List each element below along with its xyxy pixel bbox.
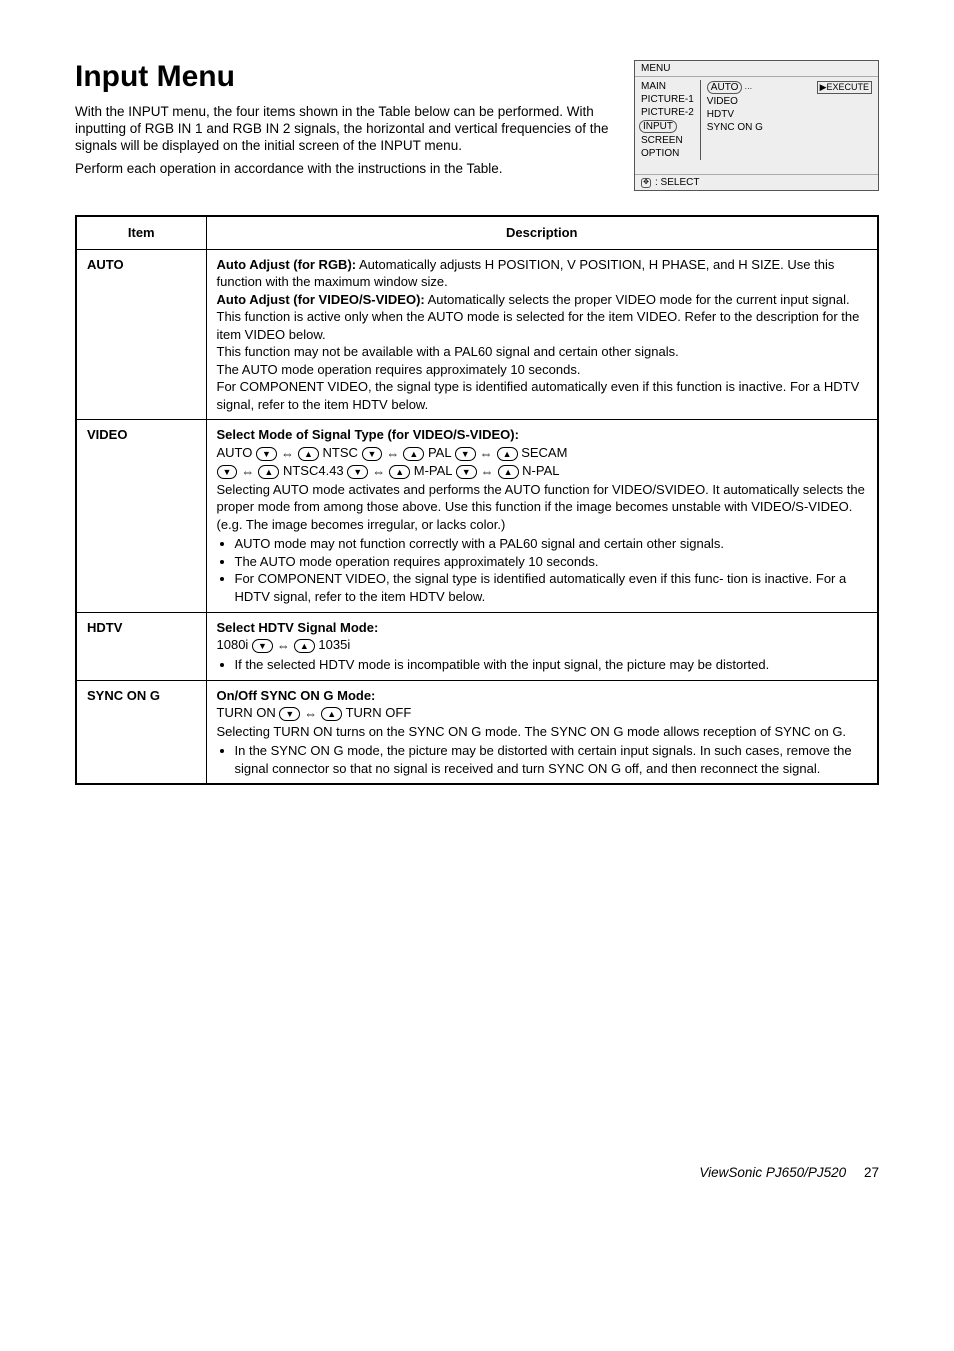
down-arrow-icon: ▼ — [362, 447, 383, 461]
table-row: SYNC ON G On/Off SYNC ON G Mode: TURN ON… — [76, 680, 878, 784]
video-bullet-1: AUTO mode may not function correctly wit… — [235, 535, 868, 553]
video-sequence-line-2: ▼⇔▲ NTSC4.43 ▼⇔▲ M-PAL ▼⇔▲ N-PAL — [217, 462, 868, 480]
osd-dots-icon — [742, 82, 755, 93]
osd-left-picture1: PICTURE-1 — [641, 93, 694, 106]
osd-left-input: INPUT — [639, 120, 677, 133]
row-sync-desc: On/Off SYNC ON G Mode: TURN ON ▼ ⇔ ▲ TURN … — [206, 680, 878, 784]
down-arrow-icon: ▼ — [347, 465, 368, 479]
auto-adjust-rgb-heading: Auto Adjust (for RGB): — [217, 257, 357, 272]
video-seq-ntsc443: NTSC4.43 — [283, 463, 344, 478]
intro-paragraph-1: With the INPUT menu, the four items show… — [75, 104, 620, 155]
up-arrow-icon: ▲ — [294, 639, 315, 653]
video-paragraph: Selecting AUTO mode activates and perfor… — [217, 481, 868, 534]
up-arrow-icon: ▲ — [389, 465, 410, 479]
osd-left-main: MAIN — [641, 80, 694, 93]
osd-right-hdtv: HDTV — [707, 108, 872, 121]
page-title: Input Menu — [75, 60, 620, 94]
osd-menu-screenshot: MENU MAIN PICTURE-1 PICTURE-2 INPUT SCRE… — [634, 60, 879, 191]
table-header-description: Description — [206, 216, 878, 249]
input-menu-table: Item Description AUTO Auto Adjust (for R… — [75, 215, 879, 785]
hdtv-1035i: 1035i — [318, 637, 350, 652]
video-bullet-2: The AUTO mode operation requires approxi… — [235, 553, 868, 571]
hdtv-bullet-1: If the selected HDTV mode is incompatibl… — [235, 656, 868, 674]
table-row: HDTV Select HDTV Signal Mode: 1080i ▼ ⇔ ▲ … — [76, 612, 878, 680]
video-seq-ntsc: NTSC — [322, 445, 357, 460]
auto-note-3: For COMPONENT VIDEO, the signal type is … — [217, 378, 868, 413]
hdtv-heading: Select HDTV Signal Mode: — [217, 620, 379, 635]
row-hdtv-desc: Select HDTV Signal Mode: 1080i ▼ ⇔ ▲ 1035i… — [206, 612, 878, 680]
intro-paragraph-2: Perform each operation in accordance wit… — [75, 161, 620, 178]
bidir-arrow-icon: ⇔ — [386, 445, 399, 463]
osd-footer-select: : SELECT — [655, 177, 699, 188]
auto-note-2: The AUTO mode operation requires approxi… — [217, 361, 868, 379]
sync-heading: On/Off SYNC ON G Mode: — [217, 688, 376, 703]
bidir-arrow-icon: ⇔ — [480, 445, 493, 463]
bidir-arrow-icon: ⇔ — [277, 637, 290, 655]
osd-left-option: OPTION — [641, 147, 694, 160]
osd-left-picture2: PICTURE-2 — [641, 106, 694, 119]
row-auto-label: AUTO — [76, 249, 206, 420]
osd-select-icon: ✥ — [641, 178, 651, 188]
table-row: VIDEO Select Mode of Signal Type (for VI… — [76, 420, 878, 612]
footer-product: ViewSonic PJ650/PJ520 — [699, 1165, 846, 1180]
osd-menu-left-column: MAIN PICTURE-1 PICTURE-2 INPUT SCREEN OP… — [641, 80, 701, 160]
row-sync-label: SYNC ON G — [76, 680, 206, 784]
osd-execute-label: ▶EXECUTE — [817, 81, 872, 94]
down-arrow-icon: ▼ — [256, 447, 277, 461]
video-bullet-3: For COMPONENT VIDEO, the signal type is … — [235, 570, 868, 605]
bidir-arrow-icon: ⇔ — [481, 463, 494, 481]
osd-left-screen: SCREEN — [641, 134, 694, 147]
osd-right-video: VIDEO — [707, 95, 872, 108]
video-heading: Select Mode of Signal Type (for VIDEO/S-… — [217, 427, 519, 442]
osd-menu-right-column: AUTO ▶EXECUTE VIDEO HDTV SYNC ON G — [701, 80, 872, 160]
bidir-arrow-icon: ⇔ — [304, 705, 317, 723]
sync-bullet-1: In the SYNC ON G mode, the picture may b… — [235, 742, 868, 777]
down-arrow-icon: ▼ — [252, 639, 273, 653]
video-sequence-line-1: AUTO ▼⇔▲ NTSC ▼⇔▲ PAL ▼⇔▲ SECAM — [217, 444, 868, 462]
video-seq-auto: AUTO — [217, 445, 253, 460]
up-arrow-icon: ▲ — [321, 707, 342, 721]
hdtv-sequence: 1080i ▼ ⇔ ▲ 1035i — [217, 636, 868, 654]
down-arrow-icon: ▼ — [455, 447, 476, 461]
osd-right-sync: SYNC ON G — [707, 121, 872, 134]
table-row: AUTO Auto Adjust (for RGB): Automaticall… — [76, 249, 878, 420]
auto-note-1: This function may not be available with … — [217, 343, 868, 361]
row-hdtv-label: HDTV — [76, 612, 206, 680]
sync-sequence: TURN ON ▼ ⇔ ▲ TURN OFF — [217, 704, 868, 722]
up-arrow-icon: ▲ — [403, 447, 424, 461]
osd-menu-header: MENU — [635, 61, 878, 77]
bidir-arrow-icon: ⇔ — [281, 445, 294, 463]
down-arrow-icon: ▼ — [456, 465, 477, 479]
down-arrow-icon: ▼ — [279, 707, 300, 721]
video-seq-pal: PAL — [428, 445, 451, 460]
table-header-item: Item — [76, 216, 206, 249]
sync-paragraph: Selecting TURN ON turns on the SYNC ON G… — [217, 723, 868, 741]
hdtv-1080i: 1080i — [217, 637, 249, 652]
video-seq-secam: SECAM — [521, 445, 567, 460]
footer-page-number: 27 — [864, 1165, 879, 1180]
video-seq-npal: N-PAL — [522, 463, 559, 478]
video-seq-mpal: M-PAL — [414, 463, 452, 478]
auto-adjust-video-heading: Auto Adjust (for VIDEO/S-VIDEO): — [217, 292, 425, 307]
osd-right-auto: AUTO — [707, 81, 743, 94]
up-arrow-icon: ▲ — [497, 447, 518, 461]
down-arrow-icon: ▼ — [217, 465, 238, 479]
sync-turn-on: TURN ON — [217, 705, 276, 720]
sync-turn-off: TURN OFF — [346, 705, 412, 720]
up-arrow-icon: ▲ — [298, 447, 319, 461]
up-arrow-icon: ▲ — [498, 465, 519, 479]
up-arrow-icon: ▲ — [258, 465, 279, 479]
row-video-desc: Select Mode of Signal Type (for VIDEO/S-… — [206, 420, 878, 612]
row-video-label: VIDEO — [76, 420, 206, 612]
bidir-arrow-icon: ⇔ — [241, 463, 254, 481]
row-auto-desc: Auto Adjust (for RGB): Automatically adj… — [206, 249, 878, 420]
page-footer: ViewSonic PJ650/PJ520 27 — [75, 1165, 879, 1180]
bidir-arrow-icon: ⇔ — [372, 463, 385, 481]
